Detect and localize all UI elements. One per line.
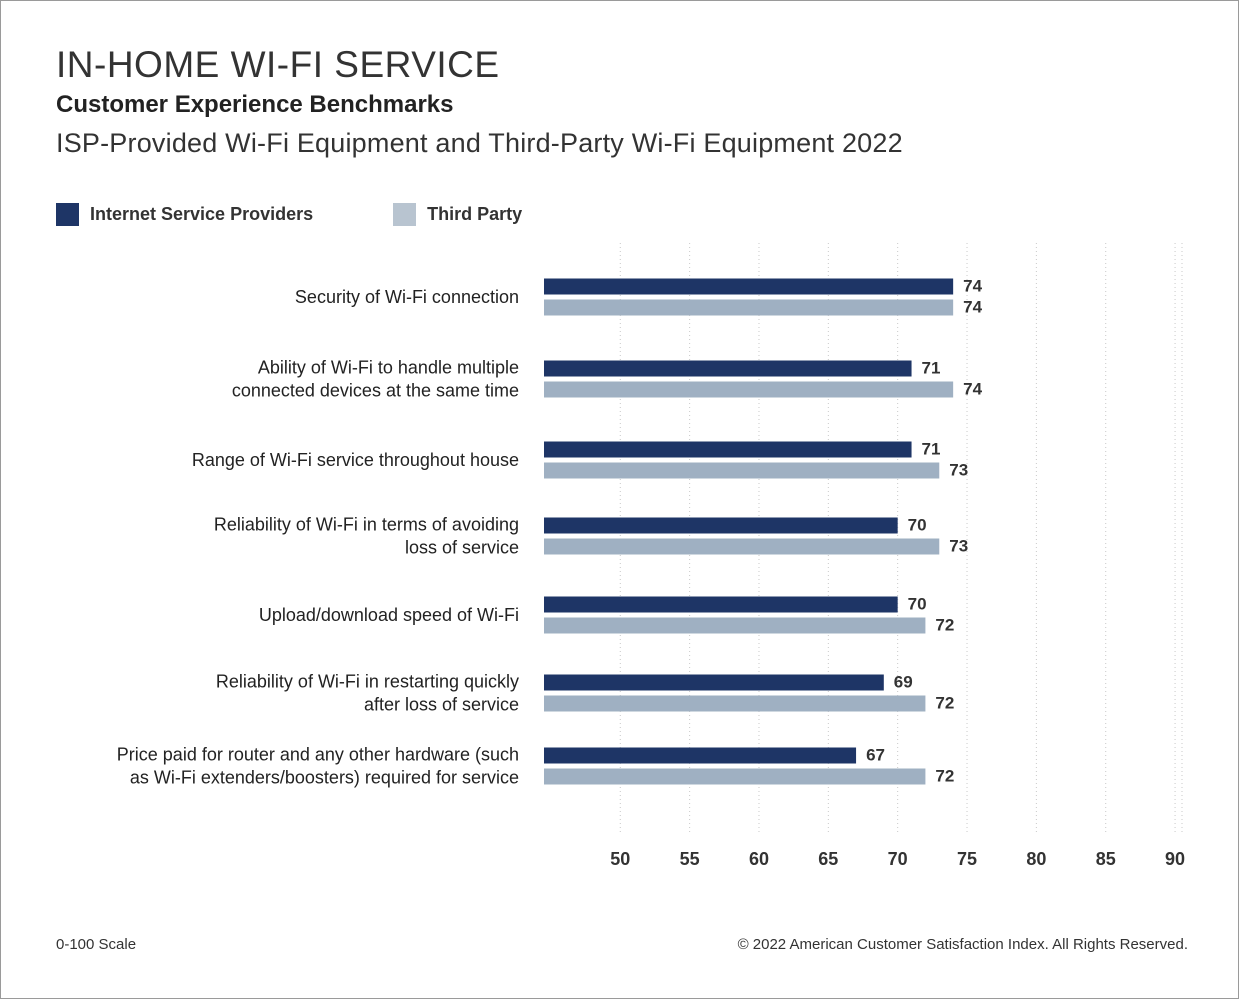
copyright-note: © 2022 American Customer Satisfaction In… xyxy=(737,936,1188,953)
bar-isp xyxy=(544,441,912,458)
bar-third-party xyxy=(544,299,954,316)
data-label: 71 xyxy=(922,440,941,459)
x-tick-label: 50 xyxy=(610,849,630,869)
bar-isp xyxy=(544,596,898,613)
data-label: 72 xyxy=(935,694,954,713)
category-label: Reliability of Wi-Fi in terms of avoidin… xyxy=(214,515,519,535)
chart-title: IN-HOME WI-FI SERVICE xyxy=(56,44,500,85)
x-tick-label: 70 xyxy=(888,849,908,869)
data-label: 74 xyxy=(963,298,982,317)
category-label: Range of Wi-Fi service throughout house xyxy=(192,450,519,470)
data-label: 73 xyxy=(949,461,968,480)
data-label: 74 xyxy=(963,277,982,296)
x-tick-label: 55 xyxy=(680,849,700,869)
data-label: 70 xyxy=(908,516,927,535)
legend-label-third-party: Third Party xyxy=(427,204,523,224)
legend: Internet Service Providers Third Party xyxy=(56,203,602,226)
bar-isp xyxy=(544,360,912,377)
category-label: Security of Wi-Fi connection xyxy=(295,287,519,307)
x-tick-label: 65 xyxy=(818,849,838,869)
legend-item-third-party: Third Party xyxy=(393,203,522,226)
bar-third-party xyxy=(544,617,926,634)
bar-third-party xyxy=(544,695,926,712)
x-tick-label: 90 xyxy=(1165,849,1185,869)
data-label: 72 xyxy=(935,616,954,635)
bar-isp xyxy=(544,747,857,764)
category-label: Ability of Wi-Fi to handle multiple xyxy=(258,358,519,378)
data-label: 73 xyxy=(949,537,968,556)
category-label: loss of service xyxy=(405,538,519,558)
legend-label-isp: Internet Service Providers xyxy=(90,204,314,224)
data-label: 74 xyxy=(963,380,982,399)
legend-swatch-isp xyxy=(56,203,79,226)
x-tick-label: 60 xyxy=(749,849,769,869)
chart-subtitle: Customer Experience Benchmarks xyxy=(56,91,454,118)
data-label: 71 xyxy=(922,359,941,378)
legend-swatch-third-party xyxy=(393,203,417,226)
data-label: 67 xyxy=(866,746,885,765)
category-label: Price paid for router and any other hard… xyxy=(117,745,519,765)
bar-isp xyxy=(544,674,884,691)
x-tick-label: 80 xyxy=(1026,849,1046,869)
data-label: 69 xyxy=(894,673,913,692)
bar-third-party xyxy=(544,538,940,555)
scale-note: 0-100 Scale xyxy=(56,936,137,953)
category-label: connected devices at the same time xyxy=(232,381,519,401)
legend-item-isp: Internet Service Providers xyxy=(56,203,313,226)
category-label: as Wi-Fi extenders/boosters) required fo… xyxy=(130,768,519,788)
bar-third-party xyxy=(544,381,954,398)
data-label: 72 xyxy=(935,767,954,786)
x-tick-label: 85 xyxy=(1096,849,1116,869)
bar-third-party xyxy=(544,768,926,785)
bar-isp xyxy=(544,278,954,295)
chart-subtitle-secondary: ISP-Provided Wi-Fi Equipment and Third-P… xyxy=(56,128,903,158)
category-label: after loss of service xyxy=(364,695,519,715)
category-label: Reliability of Wi-Fi in restarting quick… xyxy=(216,672,519,692)
bar-isp xyxy=(544,517,898,534)
category-label: Upload/download speed of Wi-Fi xyxy=(259,605,519,625)
data-label: 70 xyxy=(908,595,927,614)
x-tick-label: 75 xyxy=(957,849,977,869)
bar-third-party xyxy=(544,462,940,479)
